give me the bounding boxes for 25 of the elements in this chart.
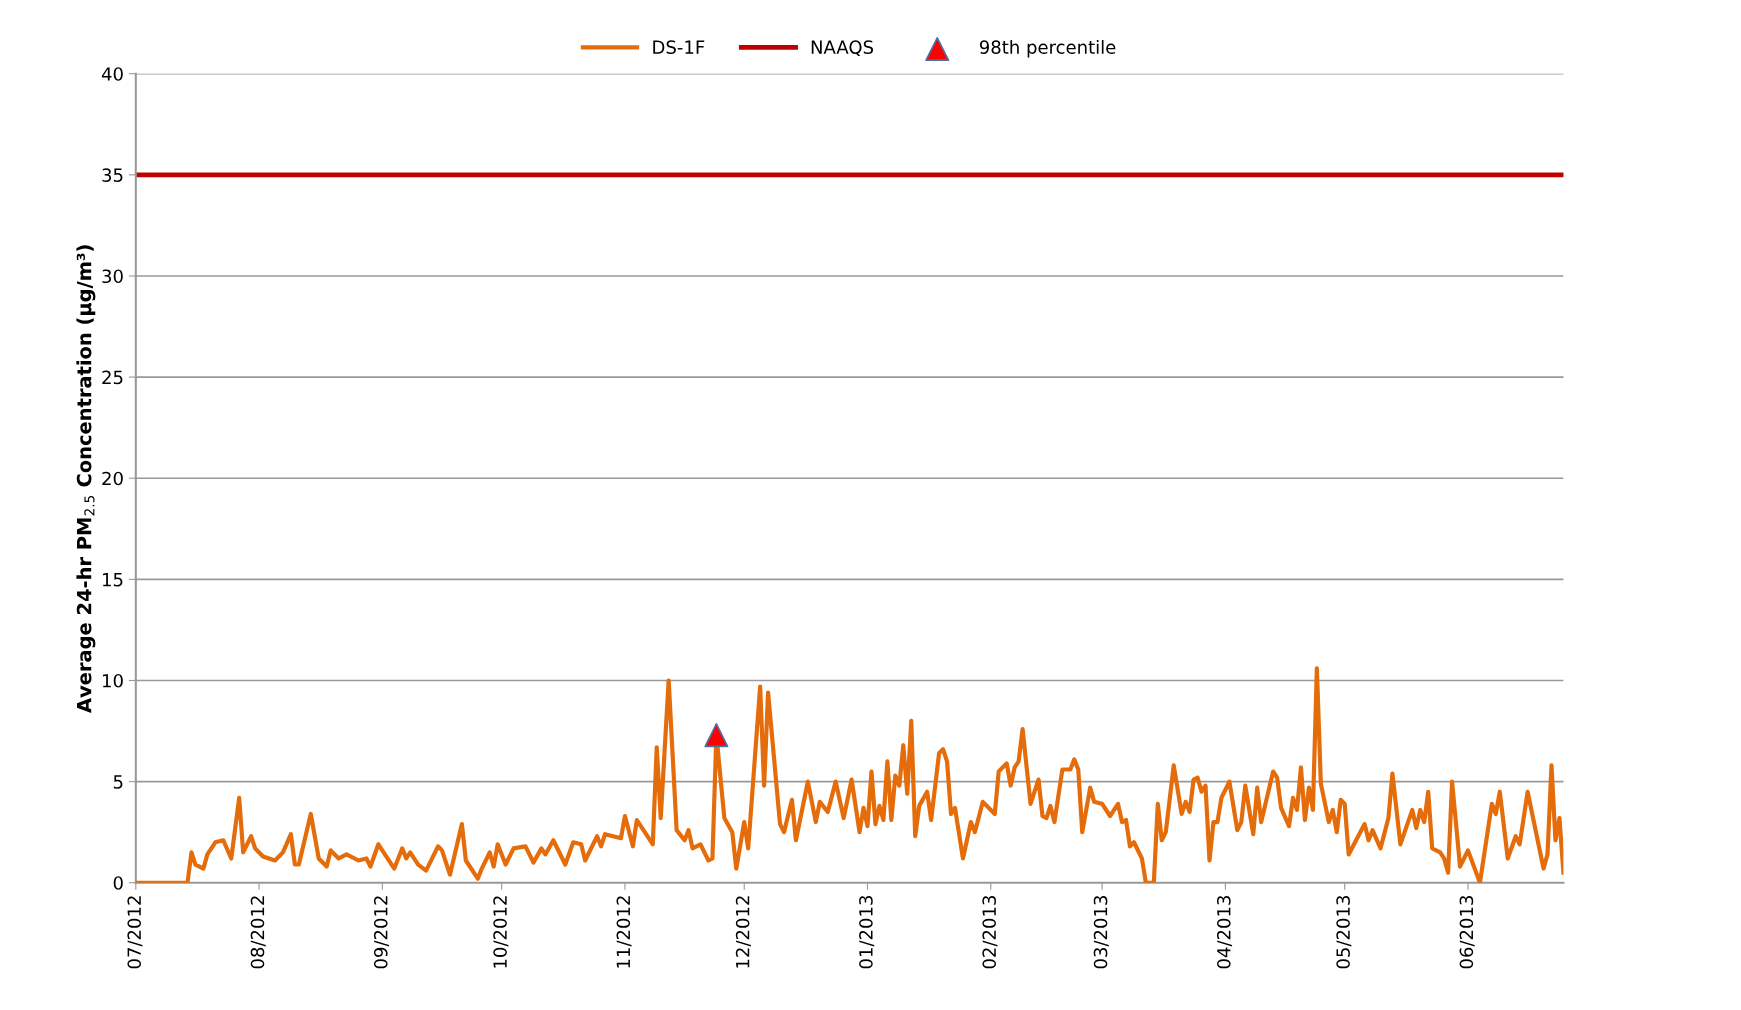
y-axis-title: Average 24-hr PM$_{2.5}$ Concentration (µg/m³) [76,245,96,713]
y-tick-label: 40 [101,67,123,81]
y-tick-label: 20 [102,471,123,486]
legend-label: NAAQS [811,40,874,57]
x-tick-label: 08/2012 [250,896,266,969]
y-tick-label: 0 [113,876,123,890]
x-tick-label: 10/2012 [493,896,509,968]
x-tick-label: 06/2013 [1459,895,1475,969]
x-tick-label: 02/2013 [982,895,998,969]
x-tick-label: 05/2013 [1336,895,1352,969]
y-tick-label: 30 [102,269,123,284]
y-tick-label: 5 [113,775,123,789]
y-tick-label: 25 [102,370,123,385]
x-tick-label: 09/2012 [373,896,390,969]
x-tick-label: 07/2012 [127,896,143,969]
x-tick-label: 11/2012 [616,896,632,968]
y-tick-label: 15 [103,573,123,587]
x-tick-label: 12/2012 [735,896,751,968]
y-tick-label: 35 [102,168,123,182]
x-tick-label: 04/2013 [1216,895,1233,969]
x-tick-label: 01/2013 [859,895,875,969]
legend-label: DS-1F [653,40,705,54]
y-tick-label: 10 [103,673,123,688]
x-tick-label: 03/2013 [1093,895,1109,969]
legend-label: 98th percentile [979,40,1116,58]
